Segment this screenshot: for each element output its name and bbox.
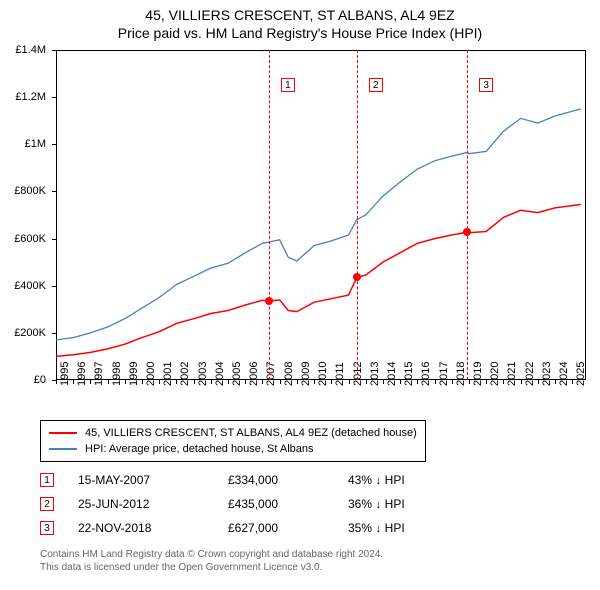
sale-vline <box>467 50 468 380</box>
y-tick-label: £0 <box>0 375 46 386</box>
x-tick-mark <box>176 380 177 384</box>
x-tick-mark <box>90 380 91 384</box>
x-tick-mark <box>73 380 74 384</box>
x-tick-mark <box>555 380 556 384</box>
sales-date: 22-NOV-2018 <box>78 521 228 535</box>
footer-line-1: Contains HM Land Registry data © Crown c… <box>40 548 383 561</box>
y-tick-label: £1.4M <box>0 45 46 56</box>
x-tick-mark <box>435 380 436 384</box>
sale-vline <box>269 50 270 380</box>
x-tick-mark <box>400 380 401 384</box>
y-tick-label: £600K <box>0 234 46 245</box>
legend-label: HPI: Average price, detached house, St A… <box>85 443 314 455</box>
x-tick-mark <box>383 380 384 384</box>
y-tick-label: £800K <box>0 186 46 197</box>
sales-table: 1 15-MAY-2007£334,00043% ↓ HPI 2 25-JUN-201… <box>40 468 405 540</box>
series-svg <box>56 50 586 380</box>
x-tick-mark <box>349 380 350 384</box>
chart-area: £0£200K£400K£600K£800K£1M£1.2M£1.4M19951… <box>56 50 586 380</box>
sales-row: 1 15-MAY-2007£334,00043% ↓ HPI <box>40 468 405 492</box>
sales-diff: 43% ↓ HPI <box>348 473 405 487</box>
series-property_price <box>56 204 581 356</box>
series-hpi_index <box>56 109 581 340</box>
x-tick-mark <box>452 380 453 384</box>
y-tick-label: £1.2M <box>0 92 46 103</box>
x-tick-mark <box>469 380 470 384</box>
legend-row: 45, VILLIERS CRESCENT, ST ALBANS, AL4 9E… <box>49 425 417 441</box>
sales-price: £627,000 <box>228 521 348 535</box>
x-tick-mark <box>331 380 332 384</box>
sales-marker: 3 <box>40 521 54 535</box>
sales-price: £334,000 <box>228 473 348 487</box>
legend-row: HPI: Average price, detached house, St A… <box>49 441 417 457</box>
legend-swatch <box>49 432 77 434</box>
sales-marker: 1 <box>40 473 54 487</box>
x-tick-mark <box>56 380 57 384</box>
sale-marker-box: 1 <box>281 78 295 92</box>
legend: 45, VILLIERS CRESCENT, ST ALBANS, AL4 9E… <box>40 420 426 462</box>
title-line-1: 45, VILLIERS CRESCENT, ST ALBANS, AL4 9E… <box>0 6 600 24</box>
sales-date: 25-JUN-2012 <box>78 497 228 511</box>
sale-marker-box: 2 <box>369 78 383 92</box>
footer: Contains HM Land Registry data © Crown c… <box>40 548 383 574</box>
chart-container: 45, VILLIERS CRESCENT, ST ALBANS, AL4 9E… <box>0 0 600 590</box>
x-tick-mark <box>572 380 573 384</box>
x-tick-mark <box>125 380 126 384</box>
x-tick-mark <box>108 380 109 384</box>
x-tick-mark <box>211 380 212 384</box>
x-tick-mark <box>521 380 522 384</box>
sales-diff: 35% ↓ HPI <box>348 521 405 535</box>
y-tick-label: £1M <box>0 139 46 150</box>
sale-point-dot <box>463 228 471 236</box>
x-tick-mark <box>417 380 418 384</box>
sales-diff: 36% ↓ HPI <box>348 497 405 511</box>
x-tick-mark <box>280 380 281 384</box>
sales-marker: 2 <box>40 497 54 511</box>
x-tick-mark <box>159 380 160 384</box>
x-tick-mark <box>245 380 246 384</box>
title-line-2: Price paid vs. HM Land Registry's House … <box>0 24 600 42</box>
x-tick-mark <box>262 380 263 384</box>
x-tick-mark <box>228 380 229 384</box>
footer-line-2: This data is licensed under the Open Gov… <box>40 561 383 574</box>
x-tick-mark <box>538 380 539 384</box>
x-tick-mark <box>503 380 504 384</box>
x-tick-mark <box>194 380 195 384</box>
sale-point-dot <box>265 297 273 305</box>
y-tick-label: £400K <box>0 281 46 292</box>
sale-point-dot <box>353 273 361 281</box>
legend-label: 45, VILLIERS CRESCENT, ST ALBANS, AL4 9E… <box>85 427 417 439</box>
x-tick-mark <box>297 380 298 384</box>
sale-marker-box: 3 <box>479 78 493 92</box>
x-tick-mark <box>366 380 367 384</box>
x-tick-mark <box>142 380 143 384</box>
sales-date: 15-MAY-2007 <box>78 473 228 487</box>
legend-swatch <box>49 448 77 450</box>
sales-row: 2 25-JUN-2012£435,00036% ↓ HPI <box>40 492 405 516</box>
sales-row: 3 22-NOV-2018£627,00035% ↓ HPI <box>40 516 405 540</box>
title-block: 45, VILLIERS CRESCENT, ST ALBANS, AL4 9E… <box>0 0 600 42</box>
sales-price: £435,000 <box>228 497 348 511</box>
x-tick-mark <box>486 380 487 384</box>
y-tick-label: £200K <box>0 328 46 339</box>
x-tick-mark <box>314 380 315 384</box>
sale-vline <box>357 50 358 380</box>
